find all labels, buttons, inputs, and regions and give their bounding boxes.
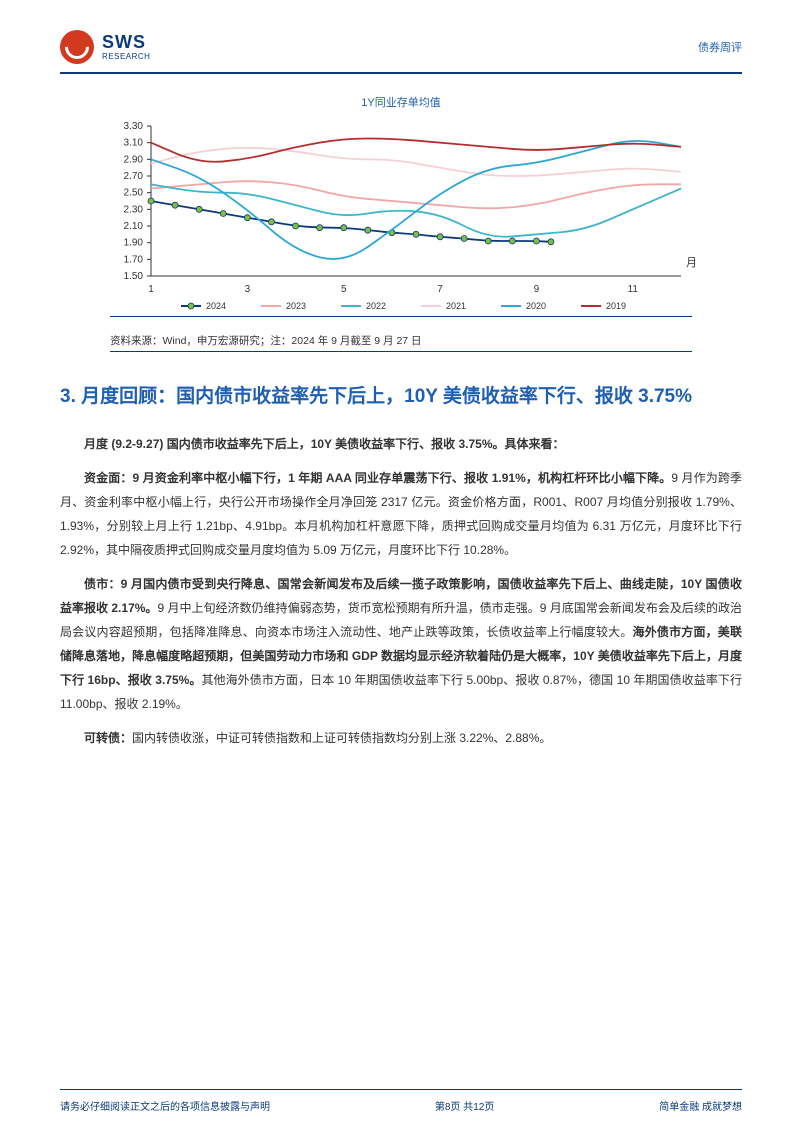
- svg-text:2020: 2020: [526, 301, 546, 311]
- svg-text:2022: 2022: [366, 301, 386, 311]
- paragraph-bond-market: 债市：9 月国内债市受到央行降息、国常会新闻发布及后续一揽子政策影响，国债收益率…: [60, 572, 742, 716]
- footer-slogan: 简单金融 成就梦想: [659, 1098, 742, 1113]
- logo-main-text: SWS: [102, 33, 150, 53]
- svg-text:3.10: 3.10: [124, 138, 144, 149]
- svg-text:5: 5: [341, 284, 347, 295]
- svg-text:3.30: 3.30: [124, 121, 144, 132]
- chart-divider-bottom: [110, 351, 692, 352]
- svg-text:2.30: 2.30: [124, 204, 144, 215]
- chart-divider-top: [110, 316, 692, 317]
- paragraph-convertible: 可转债：国内转债收涨，中证可转债指数和上证可转债指数均分别上涨 3.22%、2.…: [60, 726, 742, 750]
- svg-text:3: 3: [245, 284, 251, 295]
- footer-disclosure: 请务必仔细阅读正文之后的各项信息披露与声明: [60, 1098, 270, 1113]
- paragraph-intro: 月度 (9.2-9.27) 国内债市收益率先下后上，10Y 美债收益率下行、报收…: [60, 432, 742, 456]
- chart-title: 1Y同业存单均值: [80, 94, 722, 110]
- header-category: 债券周评: [698, 39, 742, 55]
- svg-text:1.50: 1.50: [124, 271, 144, 282]
- svg-text:11: 11: [628, 284, 639, 295]
- svg-text:2021: 2021: [446, 301, 466, 311]
- page-header: SWS RESEARCH 债券周评: [60, 30, 742, 74]
- svg-text:2023: 2023: [286, 301, 306, 311]
- logo-sub-text: RESEARCH: [102, 53, 150, 62]
- line-chart: 1.50 1.70 1.90 2.10 2.30 2.50 2.70 2.90 3.10 3.30…: [101, 116, 701, 316]
- svg-text:9: 9: [534, 284, 540, 295]
- svg-text:7: 7: [437, 284, 443, 295]
- svg-text:2.70: 2.70: [124, 171, 144, 182]
- footer-page-number: 第8页 共12页: [435, 1098, 494, 1113]
- logo-icon: [60, 30, 94, 64]
- svg-text:1.70: 1.70: [124, 254, 144, 265]
- svg-text:月: 月: [686, 257, 697, 269]
- chart-block: 1Y同业存单均值 1.50 1.70 1.90 2.10 2.30 2.50 2.70 2.9…: [80, 94, 722, 352]
- svg-text:2024: 2024: [206, 301, 226, 311]
- svg-text:2.50: 2.50: [124, 188, 144, 199]
- chart-source-note: 资料来源：Wind，申万宏源研究；注：2024 年 9 月截至 9 月 27 日: [110, 327, 722, 348]
- svg-text:1: 1: [148, 284, 154, 295]
- svg-text:2.90: 2.90: [124, 154, 144, 165]
- section-title: 3. 月度回顾：国内债市收益率先下后上，10Y 美债收益率下行、报收 3.75%: [60, 382, 742, 412]
- paragraph-funding: 资金面：9 月资金利率中枢小幅下行，1 年期 AAA 同业存单震荡下行、报收 1…: [60, 466, 742, 562]
- logo: SWS RESEARCH: [60, 30, 150, 64]
- page-footer: 请务必仔细阅读正文之后的各项信息披露与声明 第8页 共12页 简单金融 成就梦想: [60, 1089, 742, 1113]
- svg-text:2.10: 2.10: [124, 221, 144, 232]
- svg-text:2019: 2019: [606, 301, 626, 311]
- svg-text:1.90: 1.90: [124, 238, 144, 249]
